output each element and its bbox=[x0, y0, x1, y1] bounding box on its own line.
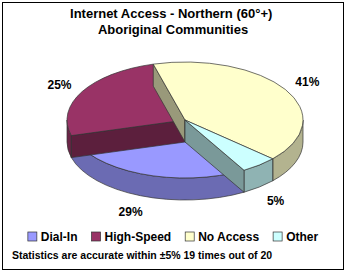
data-label: 5% bbox=[267, 194, 285, 208]
legend-label: No Access bbox=[198, 230, 259, 244]
data-label: 25% bbox=[48, 78, 72, 92]
legend-swatch bbox=[185, 232, 194, 241]
legend-label: Other bbox=[286, 230, 318, 244]
legend-swatch bbox=[273, 232, 282, 241]
pie-slice bbox=[185, 120, 273, 192]
slice-top bbox=[185, 120, 273, 170]
title: Internet Access - Northern (60°+) Aborig… bbox=[70, 6, 276, 37]
legend-item: Other bbox=[273, 230, 318, 244]
legend-item: No Access bbox=[185, 230, 259, 244]
legend: Dial-In High-Speed No Access Other bbox=[28, 230, 319, 244]
legend-item: Dial-In bbox=[28, 230, 78, 244]
legend-swatch bbox=[28, 232, 37, 241]
legend-label: Dial-In bbox=[41, 230, 78, 244]
annotation: Statistics are accurate within ±5% 19 ti… bbox=[12, 249, 272, 261]
data-label: 29% bbox=[119, 205, 143, 219]
chart-frame bbox=[3, 3, 344, 270]
chart: Internet Access - Northern (60°+) Aborig… bbox=[0, 0, 346, 272]
legend-swatch bbox=[92, 232, 101, 241]
data-label: 41% bbox=[295, 75, 319, 89]
legend-label: High-Speed bbox=[105, 230, 172, 244]
legend-item: High-Speed bbox=[92, 230, 172, 244]
